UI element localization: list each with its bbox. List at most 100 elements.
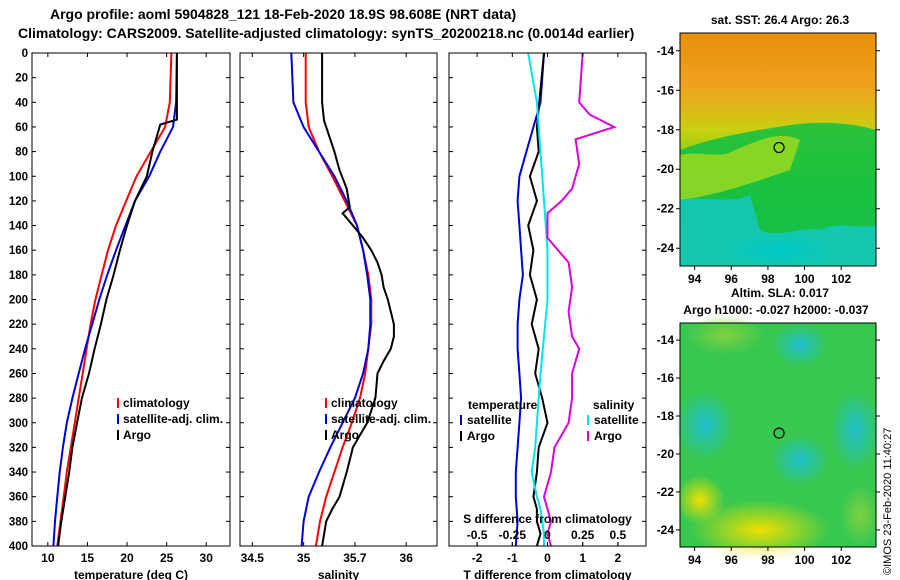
map-y-tick-label: -20: [657, 447, 675, 461]
sla-map-cyan-top: [772, 323, 828, 367]
series-temperature-argo: [527, 52, 549, 547]
map-x-tick-label: 98: [761, 553, 775, 567]
map-y-tick-label: -16: [657, 83, 675, 97]
x-tick-label: 1: [579, 551, 586, 565]
x-tick-label: 0: [544, 551, 551, 565]
series-salinity-satellite: [527, 52, 549, 546]
x-tick-label: 2: [615, 551, 622, 565]
panel-difference: -2 -1 0 1 2 T difference from climatology temp…: [448, 52, 647, 580]
x-tick-label: 25: [160, 551, 174, 565]
x-tick-label: 20: [120, 551, 134, 565]
series-temperature-satellite: [514, 52, 545, 547]
y-tick-label: 20: [15, 73, 28, 85]
title-line-1: Argo profile: aoml 5904828_121 18-Feb-20…: [50, 6, 517, 22]
map-y-tick-label: -22: [657, 485, 675, 499]
panel-temperature: 0 20 40 60 80 100 120 140 160 180 200 220 240 260 280 3…: [9, 48, 231, 580]
map-y-tick-label: -24: [657, 241, 675, 255]
legend-label: satellite: [594, 413, 639, 427]
sla-map-cyan-right: [830, 390, 880, 470]
legend-label: satellite-adj. clim.: [123, 412, 223, 426]
legend-label: satellite: [467, 413, 512, 427]
sla-map: 94 96 98 100 102 -14 -16 -18 -20 -22 -24 Altim. SL…: [657, 286, 880, 567]
map-x-tick-label: 96: [725, 553, 739, 567]
s-diff-tick-label: 0.5: [610, 528, 627, 542]
x-tick-label: 36: [400, 551, 414, 565]
plot-frame: [239, 52, 438, 547]
y-tick-label: 260: [9, 368, 28, 380]
sst-map: 94 96 98 100 102 -14 -16 -18 -20 -22 -24 sat. SST:…: [657, 13, 880, 286]
map-x-tick-label: 96: [725, 272, 739, 286]
y-tick-label: 100: [9, 171, 28, 183]
x-axis-label: T difference from climatology: [463, 568, 631, 580]
y-tick-label: 340: [9, 467, 28, 479]
s-diff-tick-label: -0.25: [499, 528, 527, 542]
sst-map-title: sat. SST: 26.4 Argo: 26.3: [711, 13, 850, 27]
y-tick-label: 60: [15, 122, 28, 134]
legend-label: Argo: [331, 428, 359, 442]
title-line-2: Climatology: CARS2009. Satellite-adjuste…: [18, 25, 635, 41]
map-y-tick-label: -20: [657, 162, 675, 176]
legend-label: climatology: [123, 396, 190, 410]
map-x-tick-label: 98: [761, 272, 775, 286]
y-tick-label: 160: [9, 245, 28, 257]
legend-label: climatology: [331, 396, 398, 410]
y-tick-label: 180: [9, 270, 28, 282]
map-x-tick-label: 102: [831, 272, 851, 286]
legend-label: Argo: [594, 429, 622, 443]
sla-map-title-2: Argo h1000: -0.027 h2000: -0.037: [683, 303, 869, 317]
y-tick-label: 80: [15, 147, 28, 159]
sla-map-cyan-center: [770, 435, 830, 485]
y-tick-label: 400: [9, 541, 28, 553]
map-y-tick-label: -18: [657, 123, 675, 137]
map-y-tick-label: -16: [657, 371, 675, 385]
y-tick-label: 280: [9, 393, 28, 405]
x-axis-label: salinity: [318, 568, 360, 580]
map-x-tick-label: 102: [831, 553, 851, 567]
sla-map-green-right: [840, 485, 880, 545]
s-diff-axis-label: S difference from climatology: [463, 512, 632, 526]
x-tick-label: 35.7: [343, 551, 367, 565]
y-tick-label: 240: [9, 344, 28, 356]
x-tick-label: -2: [472, 551, 483, 565]
series-argo: [321, 53, 395, 547]
x-tick-label: 35: [297, 551, 311, 565]
y-tick-label: 0: [22, 48, 28, 60]
sla-map-yellow-left: [675, 475, 725, 525]
s-diff-tick-label: 0: [544, 528, 551, 542]
s-diff-tick-label: -0.5: [467, 528, 488, 542]
sla-map-title-1: Altim. SLA: 0.017: [731, 286, 829, 300]
sst-map-frame: [679, 32, 877, 267]
series-climatology: [56, 52, 173, 547]
panel-salinity: 34.5 35 35.7 36 salinity climatology satellite…: [239, 52, 438, 580]
legend-label: Argo: [123, 428, 151, 442]
sla-map-yellow-bottom: [690, 500, 830, 560]
y-tick-label: 120: [9, 196, 28, 208]
legend-heading-salinity: salinity: [593, 398, 635, 412]
series-argo: [57, 53, 178, 547]
series-climatology: [304, 53, 373, 547]
s-diff-tick-label: 0.25: [571, 528, 595, 542]
y-tick-label: 40: [15, 97, 28, 109]
sla-map-float-marker: [773, 427, 785, 439]
sla-map-light-patch: [685, 315, 765, 355]
y-tick-label: 220: [9, 319, 28, 331]
map-y-tick-label: -18: [657, 409, 675, 423]
plot-frame: [31, 52, 231, 547]
series-satellite-adj-clim-: [52, 52, 178, 547]
sla-map-cyan-left: [675, 390, 735, 460]
map-x-tick-label: 94: [688, 553, 702, 567]
legend-label: satellite-adj. clim.: [331, 412, 431, 426]
y-tick-label: 380: [9, 516, 28, 528]
y-tick-label: 320: [9, 442, 28, 454]
x-axis-label: temperature (deg C): [74, 568, 188, 580]
map-x-tick-label: 100: [795, 272, 815, 286]
map-y-tick-label: -14: [657, 333, 675, 347]
map-y-tick-label: -22: [657, 202, 675, 216]
map-y-tick-label: -14: [657, 44, 675, 58]
x-tick-label: 10: [41, 551, 55, 565]
legend-heading-temperature: temperature: [468, 398, 538, 412]
x-tick-label: -1: [507, 551, 518, 565]
map-x-tick-label: 100: [795, 553, 815, 567]
sst-map-float-marker: [773, 141, 785, 154]
